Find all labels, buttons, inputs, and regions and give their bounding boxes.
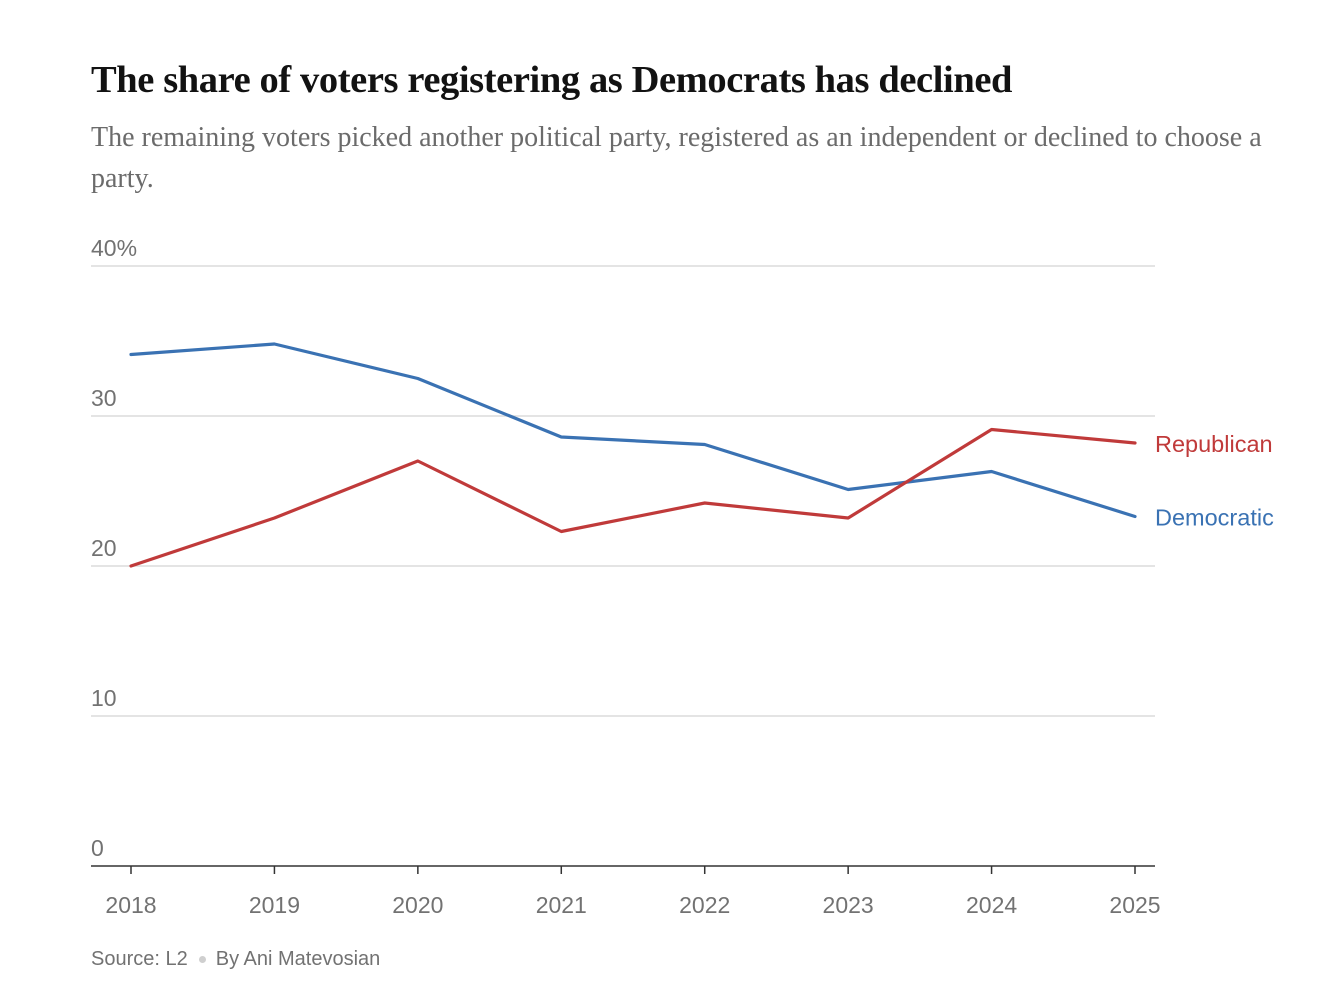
- x-tick-label: 2019: [249, 892, 300, 918]
- y-tick-label: 40%: [91, 235, 137, 261]
- separator-dot: [198, 956, 206, 964]
- source-line: Source: L2 By Ani Matevosian: [91, 948, 380, 971]
- source-text: Source: L2: [91, 948, 188, 970]
- x-tick-label: 2024: [966, 892, 1017, 918]
- line-chart: 0 10 20 30 40% 2018 2019 2020 2021 2022 2023 2024 20…: [91, 235, 1274, 918]
- x-tick-label: 2025: [1109, 892, 1160, 918]
- series-label-democratic: Democratic: [1155, 505, 1274, 531]
- chart-subtitle: The remaining voters picked another poli…: [91, 122, 1262, 194]
- x-tick-label: 2023: [823, 892, 874, 918]
- chart-title: The share of voters registering as Democ…: [91, 59, 1013, 101]
- series-line-democratic: [129, 342, 1137, 519]
- y-tick-label: 0: [91, 835, 104, 861]
- y-tick-label: 10: [91, 685, 117, 711]
- y-tick-label: 20: [91, 535, 117, 561]
- x-tick-label: 2020: [392, 892, 443, 918]
- x-tick-label: 2022: [679, 892, 730, 918]
- byline: By Ani Matevosian: [215, 948, 381, 970]
- x-tick-label: 2018: [105, 892, 156, 918]
- series-label-republican: Republican: [1155, 431, 1273, 457]
- series-line-republican: [129, 427, 1137, 568]
- x-tick-label: 2021: [536, 892, 587, 918]
- y-tick-label: 30: [91, 385, 117, 411]
